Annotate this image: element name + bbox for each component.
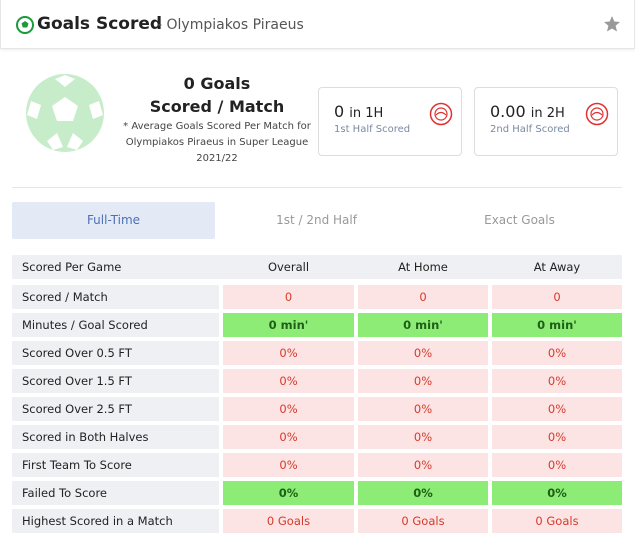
- row-label: Scored Over 0.5 FT: [12, 341, 219, 365]
- header: Goals Scored - Olympiakos Piraeus: [0, 0, 635, 49]
- row-label: First Team To Score: [12, 453, 219, 477]
- row-value: 0%: [358, 341, 488, 365]
- row-label: Scored / Match: [12, 285, 219, 309]
- column-header: At Away: [533, 260, 581, 274]
- row-value: 0: [358, 285, 488, 309]
- row-value: 0 min': [223, 313, 354, 337]
- row-value: 0%: [358, 369, 488, 393]
- star-button[interactable]: [603, 15, 621, 33]
- team-logo: [585, 102, 609, 126]
- stat-label: 1st Half Scored: [334, 124, 411, 135]
- row-label: Highest Scored in a Match: [12, 509, 219, 533]
- stat-box: 0.00 in 2H 2nd Half Scored: [474, 87, 618, 156]
- row-value: 0%: [492, 481, 622, 505]
- row-label: Minutes / Goal Scored: [12, 313, 219, 337]
- row-value: 0%: [358, 397, 488, 421]
- tab[interactable]: 1st / 2nd Half: [276, 213, 357, 227]
- row-value: 0%: [223, 453, 354, 477]
- row-value: 0%: [492, 369, 622, 393]
- row-value: 0 min': [492, 313, 622, 337]
- row-value: 0%: [223, 397, 354, 421]
- row-value: 0%: [358, 425, 488, 449]
- row-value: 0%: [223, 481, 354, 505]
- row-value: 0%: [358, 481, 488, 505]
- summary-label: Scored / Match: [149, 97, 285, 116]
- row-value: 0%: [223, 425, 354, 449]
- title: Goals Scored: [37, 14, 163, 34]
- stat-box: 0 in 1H 1st Half Scored: [318, 87, 462, 156]
- summary-note: * Average Goals Scored Per Match for Oly…: [123, 121, 311, 164]
- separator: [12, 187, 622, 188]
- ball-icon: [16, 16, 34, 34]
- stat-value-line: 0.00 in 2H: [490, 102, 565, 121]
- row-value: 0%: [223, 341, 354, 365]
- row-value: 0%: [223, 369, 354, 393]
- column-header: Overall: [267, 260, 310, 274]
- row-label: Scored in Both Halves: [12, 425, 219, 449]
- row-value: 0 Goals: [492, 509, 622, 533]
- row-label: Scored Over 2.5 FT: [12, 397, 219, 421]
- summary-value: 0 Goals: [183, 74, 251, 93]
- row-value: 0%: [358, 453, 488, 477]
- stat-value: 0.00: [490, 102, 526, 121]
- row-label: Scored Over 1.5 FT: [12, 369, 219, 393]
- row-value: 0: [223, 285, 354, 309]
- row-value: 0%: [492, 397, 622, 421]
- stat-unit: in 2H: [530, 106, 565, 121]
- stat-unit: in 1H: [349, 106, 384, 121]
- row-value: 0 min': [358, 313, 488, 337]
- stat-value-line: 0 in 1H: [334, 102, 383, 121]
- team-logo: [429, 102, 453, 126]
- subtitle: - Olympiakos Piraeus: [157, 17, 304, 33]
- football-graphic: [26, 74, 104, 152]
- column-header: Scored Per Game: [12, 255, 622, 279]
- column-header: At Home: [398, 260, 448, 274]
- row-value: 0%: [492, 425, 622, 449]
- row-value: 0 Goals: [223, 509, 354, 533]
- tab[interactable]: Full-Time: [12, 202, 215, 239]
- stat-value: 0: [334, 102, 345, 121]
- row-value: 0 Goals: [358, 509, 488, 533]
- row-label: Failed To Score: [12, 481, 219, 505]
- row-value: 0%: [492, 453, 622, 477]
- row-value: 0%: [492, 341, 622, 365]
- tab[interactable]: Exact Goals: [484, 213, 555, 227]
- row-value: 0: [492, 285, 622, 309]
- stat-label: 2nd Half Scored: [490, 124, 570, 135]
